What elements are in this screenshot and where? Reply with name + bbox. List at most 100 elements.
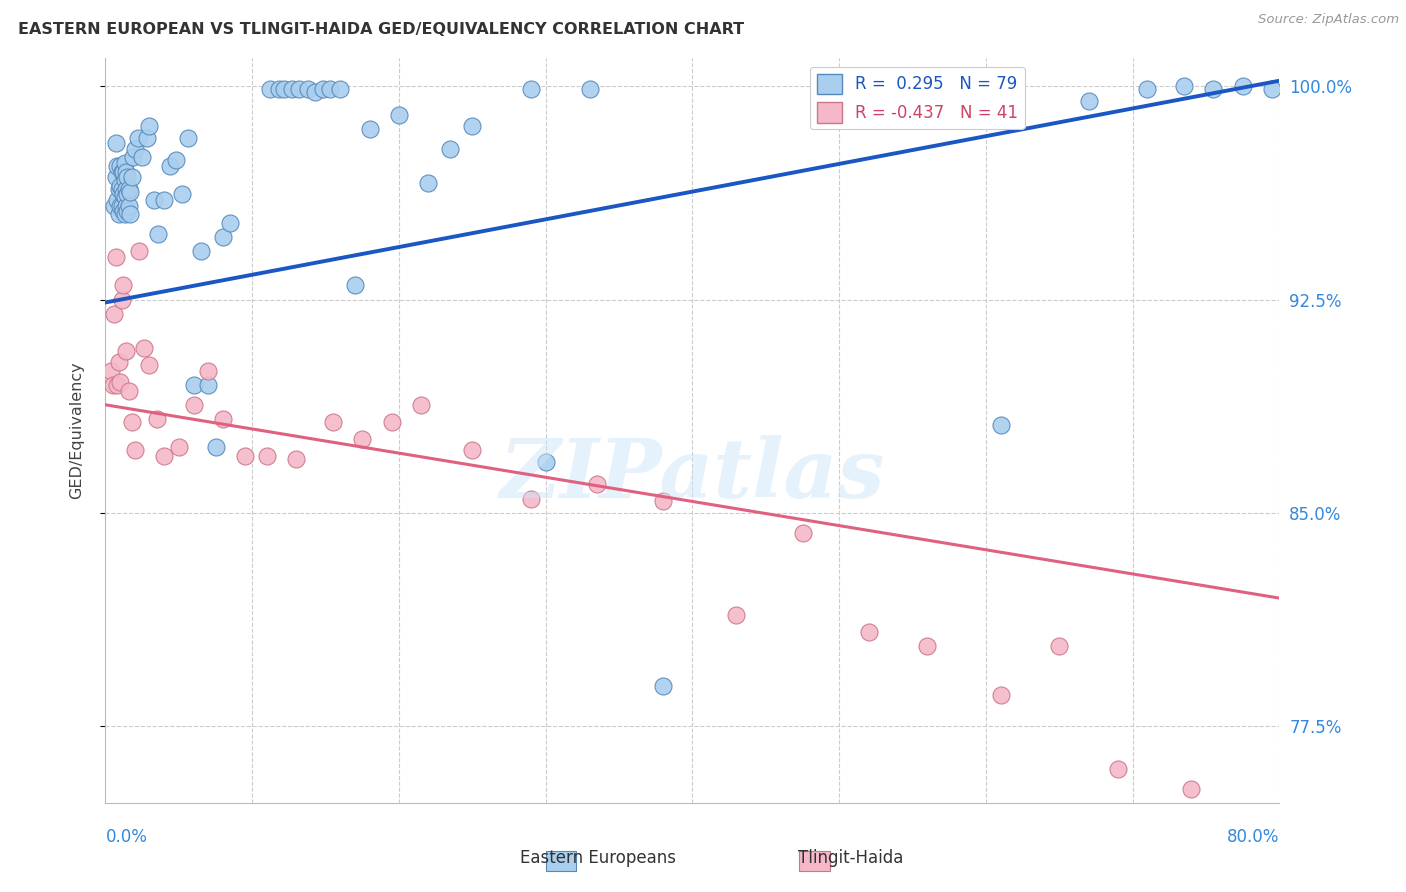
- Point: [211, 412, 233, 426]
- Point: [108, 178, 131, 193]
- Point: [652, 679, 675, 693]
- Point: [1077, 94, 1099, 108]
- Point: [273, 82, 295, 96]
- Point: [165, 153, 187, 168]
- Point: [112, 204, 135, 219]
- Point: [461, 443, 484, 458]
- Point: [652, 494, 675, 508]
- Point: [112, 164, 135, 178]
- Text: ZIPatlas: ZIPatlas: [499, 435, 886, 515]
- Point: [120, 185, 142, 199]
- Point: [219, 216, 242, 230]
- Point: [127, 130, 149, 145]
- Point: [352, 432, 374, 446]
- Point: [439, 142, 461, 156]
- Point: [534, 455, 557, 469]
- Text: 0.0%: 0.0%: [105, 828, 148, 846]
- Point: [233, 449, 256, 463]
- Point: [153, 193, 176, 207]
- Point: [110, 293, 132, 307]
- Point: [409, 398, 432, 412]
- Point: [153, 449, 176, 463]
- Text: Source: ZipAtlas.com: Source: ZipAtlas.com: [1258, 13, 1399, 27]
- Point: [115, 182, 138, 196]
- Point: [112, 187, 135, 202]
- Point: [461, 119, 484, 133]
- Point: [105, 193, 128, 207]
- Point: [725, 608, 748, 623]
- Point: [121, 170, 143, 185]
- Point: [204, 441, 226, 455]
- Point: [388, 108, 411, 122]
- Point: [319, 82, 342, 96]
- Point: [118, 199, 141, 213]
- Point: [167, 441, 190, 455]
- Point: [115, 164, 138, 178]
- Point: [1261, 82, 1284, 96]
- Point: [1047, 640, 1070, 654]
- Point: [138, 119, 160, 133]
- Point: [520, 491, 543, 506]
- Y-axis label: GED/Equivalency: GED/Equivalency: [70, 361, 84, 500]
- Point: [110, 199, 132, 213]
- Point: [105, 159, 128, 173]
- Point: [103, 307, 125, 321]
- Point: [128, 244, 150, 259]
- Point: [115, 343, 138, 358]
- Point: [418, 176, 440, 190]
- Point: [146, 412, 169, 426]
- Point: [176, 130, 198, 145]
- Point: [1180, 781, 1202, 796]
- Point: [359, 122, 381, 136]
- Point: [117, 170, 139, 185]
- Point: [322, 415, 344, 429]
- Point: [108, 159, 131, 173]
- Point: [894, 79, 917, 94]
- Point: [121, 415, 143, 429]
- Point: [114, 190, 136, 204]
- Point: [1173, 79, 1195, 94]
- Point: [114, 173, 136, 187]
- Point: [917, 640, 939, 654]
- Point: [124, 142, 146, 156]
- Point: [256, 449, 278, 463]
- Point: [117, 187, 139, 202]
- Point: [281, 82, 304, 96]
- Point: [107, 355, 129, 369]
- Point: [311, 82, 333, 96]
- Point: [131, 151, 153, 165]
- Point: [104, 136, 127, 151]
- Point: [120, 207, 142, 221]
- Legend: R =  0.295   N = 79, R = -0.437   N = 41: R = 0.295 N = 79, R = -0.437 N = 41: [810, 67, 1025, 129]
- Point: [1136, 82, 1159, 96]
- Point: [190, 244, 212, 259]
- Point: [148, 227, 170, 242]
- Point: [118, 384, 141, 398]
- Point: [297, 82, 319, 96]
- Point: [108, 375, 131, 389]
- Point: [100, 364, 122, 378]
- Point: [813, 82, 835, 96]
- Point: [858, 625, 880, 640]
- Point: [122, 151, 145, 165]
- Point: [1202, 82, 1225, 96]
- Point: [107, 182, 129, 196]
- Point: [114, 207, 136, 221]
- Point: [197, 364, 219, 378]
- Point: [211, 230, 233, 244]
- Point: [159, 159, 181, 173]
- Text: Tlingit-Haida: Tlingit-Haida: [799, 849, 903, 867]
- Point: [118, 182, 141, 196]
- Point: [135, 130, 157, 145]
- Point: [117, 204, 139, 219]
- Point: [124, 443, 146, 458]
- Point: [990, 688, 1012, 702]
- Point: [183, 378, 205, 392]
- Text: 80.0%: 80.0%: [1227, 828, 1279, 846]
- Point: [792, 525, 814, 540]
- Point: [343, 278, 366, 293]
- Point: [110, 182, 132, 196]
- Text: Eastern Europeans: Eastern Europeans: [520, 849, 675, 867]
- Point: [1107, 762, 1129, 776]
- Point: [267, 82, 290, 96]
